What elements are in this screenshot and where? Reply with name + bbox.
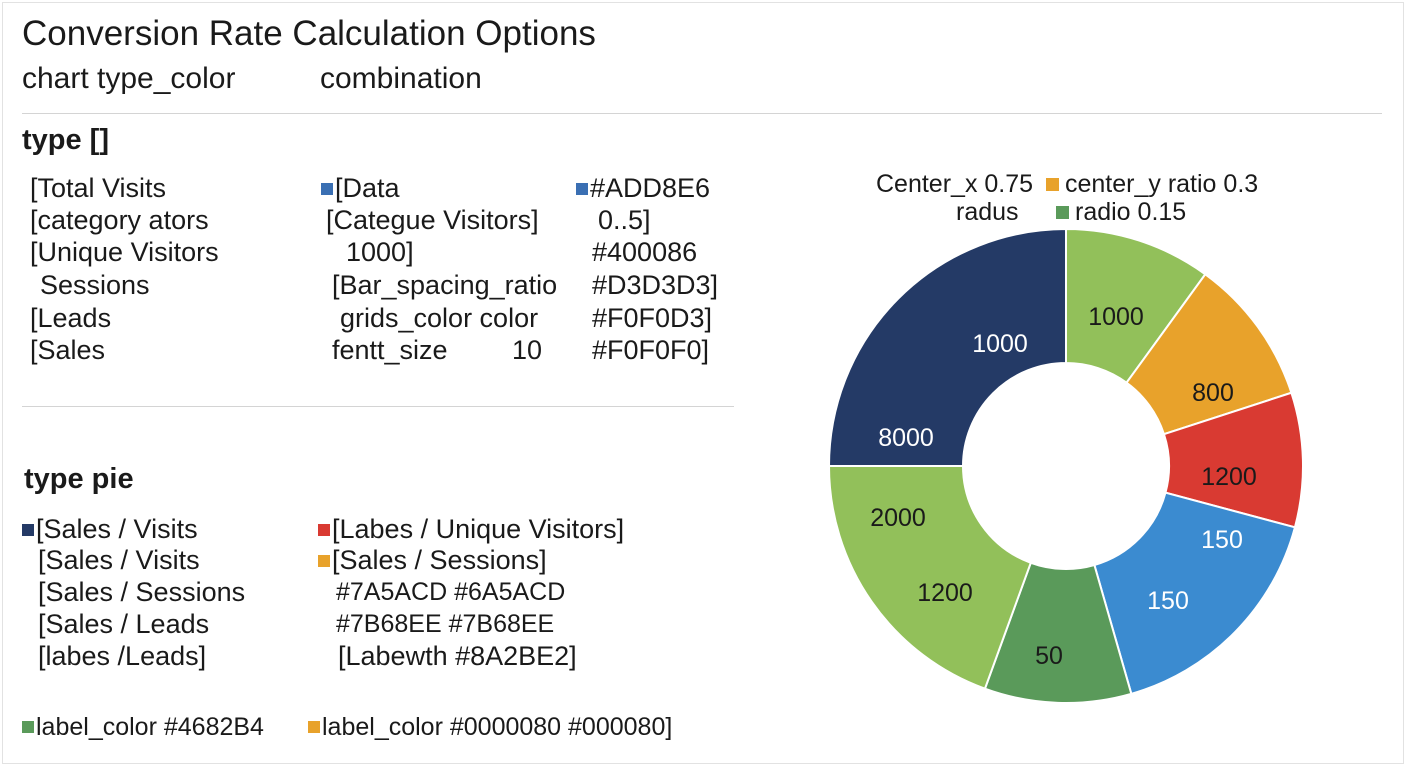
section-type-heading: type []	[22, 124, 109, 156]
s1-col1-item: [Leads	[30, 303, 112, 333]
s1-col2-item: [Data	[321, 173, 400, 204]
s2-col2-item: #7B68EE #7B68EE	[336, 610, 555, 638]
s2-col2-item: [Sales / Sessions]	[318, 545, 547, 576]
orange-square-icon	[308, 721, 320, 733]
s1-col1-item: [Total Visits	[30, 173, 167, 203]
s1-col3-item: 0..5]	[598, 205, 651, 235]
donut-slice	[1093, 491, 1297, 696]
s1-col2-item: [Categue Visitors]	[326, 205, 539, 235]
s1-col1-item: [Unique Visitors	[30, 237, 219, 267]
s1-col2-item: 1000]	[346, 237, 414, 267]
s1-col3-item: #D3D3D3]	[592, 270, 719, 300]
s2-col1-item: [Sales / Leads	[38, 609, 210, 639]
s2-col1-item: [Sales / Visits	[22, 514, 198, 545]
slice-label: 150	[1201, 526, 1243, 554]
s2-col2-item: [Labes / Unique Visitors]	[318, 514, 624, 545]
s2-col1-item: [labes /Leads]	[38, 641, 207, 671]
slice-label: 150	[1147, 587, 1189, 615]
slice-label: 800	[1192, 379, 1234, 407]
blue-square-icon	[576, 183, 588, 195]
s1-col3-item: #F0F0D3]	[592, 303, 713, 333]
s2-col1-item: [Sales / Visits	[38, 545, 200, 575]
slice-label: 1000	[972, 330, 1028, 358]
slice-label: 2000	[870, 504, 926, 532]
slice-label: 1000	[1088, 303, 1144, 331]
orange-legend-icon	[1046, 178, 1059, 191]
slice-label: 8000	[878, 424, 934, 452]
footer-label-color-1: label_color #4682B4	[22, 713, 264, 742]
s1-col3-item: #400086	[592, 237, 698, 267]
subtitle-combination: combination	[320, 62, 482, 95]
s1-col2-item: fentt_size	[332, 335, 448, 365]
subtitle-chart-type-color: chart type_color	[22, 62, 236, 95]
chart-legend-radio: radio 0.15	[1056, 198, 1186, 227]
s1-col2-item: grids_color color	[340, 303, 539, 333]
navy-square-icon	[22, 524, 34, 536]
s1-col1-item: [Sales	[30, 335, 106, 365]
slice-label: 1200	[917, 579, 973, 607]
green-square-icon	[22, 721, 34, 733]
donut-slice	[827, 227, 1067, 467]
orange-square-icon	[318, 555, 330, 567]
slice-label: 50	[1035, 642, 1063, 670]
blue-square-icon	[321, 183, 333, 195]
page-title: Conversion Rate Calculation Options	[22, 14, 596, 53]
donut-slice	[827, 465, 1033, 690]
red-square-icon	[318, 524, 330, 536]
slice-label: 1200	[1201, 463, 1257, 491]
chart-legend-center-x: Center_x 0.75	[876, 170, 1034, 198]
s1-col1-item: Sessions	[40, 270, 150, 300]
chart-legend-radus: radus	[956, 198, 1019, 226]
section-divider	[22, 406, 734, 407]
header-divider	[22, 113, 1382, 114]
s1-col3-item: #ADD8E6	[576, 173, 710, 204]
s2-col2-item: [Labewth #8A2BE2]	[338, 641, 577, 671]
green-legend-icon	[1056, 206, 1069, 219]
s1-col1-item: [category ators	[30, 205, 209, 235]
s1-col2-item: 10	[512, 335, 543, 365]
s1-col2-item: [Bar_spacing_ratio	[332, 270, 558, 300]
s1-col3-item: #F0F0F0]	[592, 335, 710, 365]
s2-col2-item: #7A5ACD #6A5ACD	[336, 578, 566, 606]
chart-legend-center-y: center_y ratio 0.3	[1046, 170, 1258, 199]
footer-label-color-2: label_color #0000080 #000080]	[308, 713, 672, 742]
s2-col1-item: [Sales / Sessions	[38, 577, 246, 607]
section-type-pie-heading: type pie	[24, 463, 134, 495]
